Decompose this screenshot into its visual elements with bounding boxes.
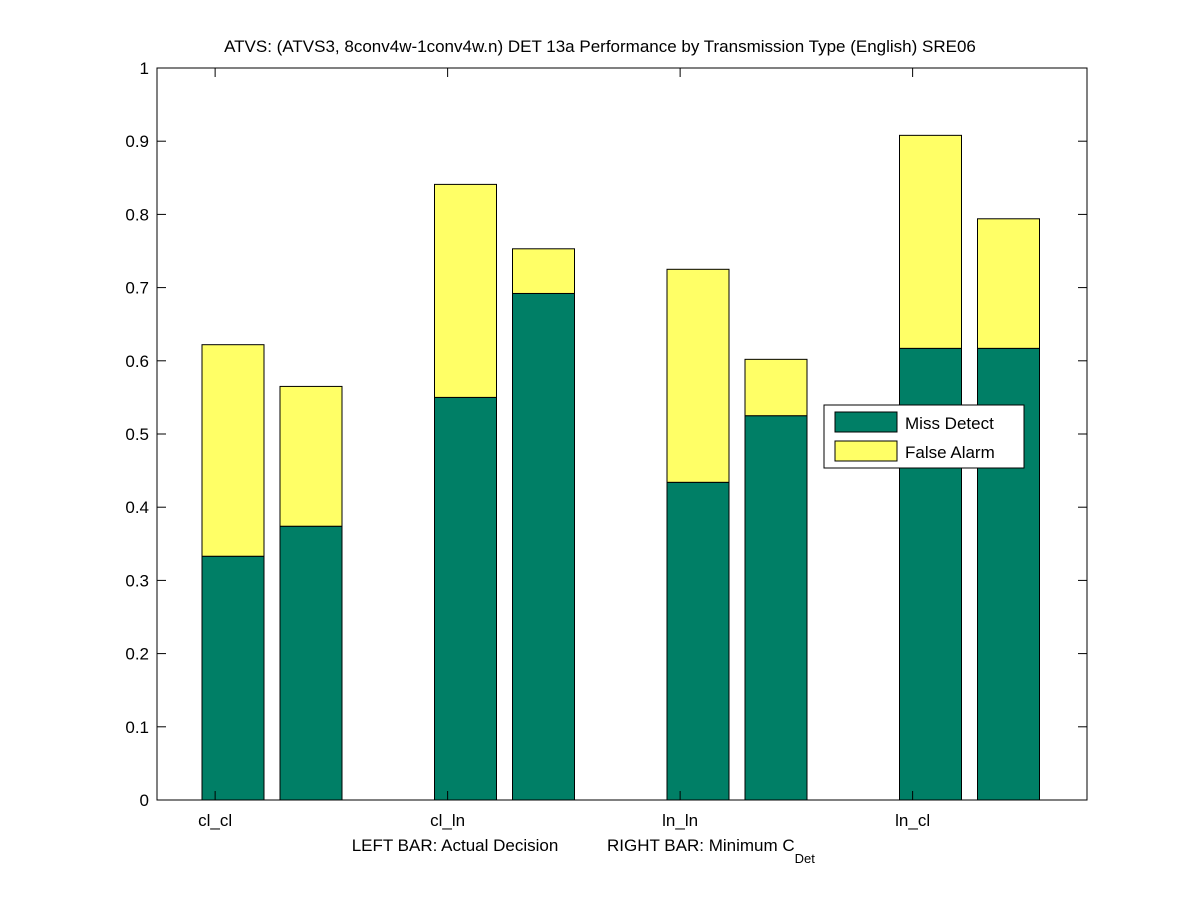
legend-swatch-false-alarm (834, 440, 898, 462)
ytick-label: 0.7 (125, 279, 149, 298)
bar-false-alarm-ln-cl-left (899, 134, 962, 349)
ytick-label: 0.9 (125, 132, 149, 151)
bar-false-alarm-cl-cl-right (279, 385, 343, 527)
ytick-label: 0.5 (125, 425, 149, 444)
bar-false-alarm-ln-ln-left (666, 268, 730, 483)
ytick-label: 0.1 (125, 718, 149, 737)
bar-miss-detect-ln-ln-left (666, 481, 730, 801)
legend-label-false-alarm: False Alarm (905, 443, 995, 462)
bar-false-alarm-cl-cl-left (201, 344, 265, 557)
bar-false-alarm-cl-ln-right (512, 248, 575, 294)
xtick-label: ln_cl (895, 811, 930, 830)
bar-miss-detect-cl-ln-left (434, 396, 497, 801)
ytick-label: 1 (140, 59, 149, 78)
chart-title: ATVS: (ATVS3, 8conv4w-1conv4w.n) DET 13a… (224, 37, 976, 56)
ytick-label: 0.4 (125, 498, 149, 517)
plot-area: 0 0.1 0.2 0.3 0.4 0.5 0.6 0.7 0.8 0.9 1 cl_cl cl_ln l… (125, 59, 1088, 830)
bar-miss-detect-cl-ln-right (512, 292, 575, 801)
xlabel-right: RIGHT BAR: Minimum CDet (607, 836, 815, 866)
bar-miss-detect-cl-cl-right (279, 525, 343, 801)
ytick-label: 0.8 (125, 205, 149, 224)
legend-label-miss-detect: Miss Detect (905, 414, 994, 433)
xlabel-right-subscript: Det (795, 851, 816, 866)
ytick-label: 0.2 (125, 645, 149, 664)
legend-swatch-miss-detect (834, 411, 898, 433)
xtick-label: cl_cl (198, 811, 232, 830)
bar-false-alarm-ln-cl-right (977, 218, 1040, 349)
ytick-label: 0 (140, 791, 149, 810)
xlabel-right-main: RIGHT BAR: Minimum C (607, 836, 795, 855)
bar-false-alarm-ln-ln-right (744, 358, 808, 417)
bar-miss-detect-cl-cl-left (201, 555, 265, 801)
bar-false-alarm-cl-ln-left (434, 183, 497, 398)
xtick-label: cl_ln (430, 811, 465, 830)
xlabel-left: LEFT BAR: Actual Decision (352, 836, 559, 855)
xtick-label: ln_ln (662, 811, 698, 830)
ytick-label: 0.3 (125, 571, 149, 590)
bar-miss-detect-ln-ln-right (744, 415, 808, 801)
ytick-label: 0.6 (125, 352, 149, 371)
